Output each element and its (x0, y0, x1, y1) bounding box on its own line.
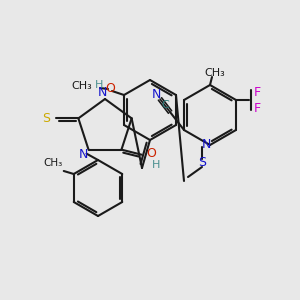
Text: F: F (254, 85, 260, 98)
Text: CH₃: CH₃ (43, 158, 62, 168)
Text: H: H (152, 160, 160, 170)
Text: F: F (254, 101, 260, 115)
Text: CH₃: CH₃ (205, 68, 225, 78)
Text: N: N (151, 88, 161, 101)
Text: CH₃: CH₃ (71, 81, 92, 91)
Text: C: C (161, 100, 169, 110)
Text: S: S (42, 112, 50, 125)
Text: N: N (79, 148, 88, 161)
Text: O: O (105, 82, 115, 95)
Text: H: H (95, 80, 103, 90)
Text: O: O (146, 147, 156, 160)
Text: S: S (198, 157, 206, 169)
Text: N: N (201, 139, 211, 152)
Text: N: N (97, 86, 107, 100)
